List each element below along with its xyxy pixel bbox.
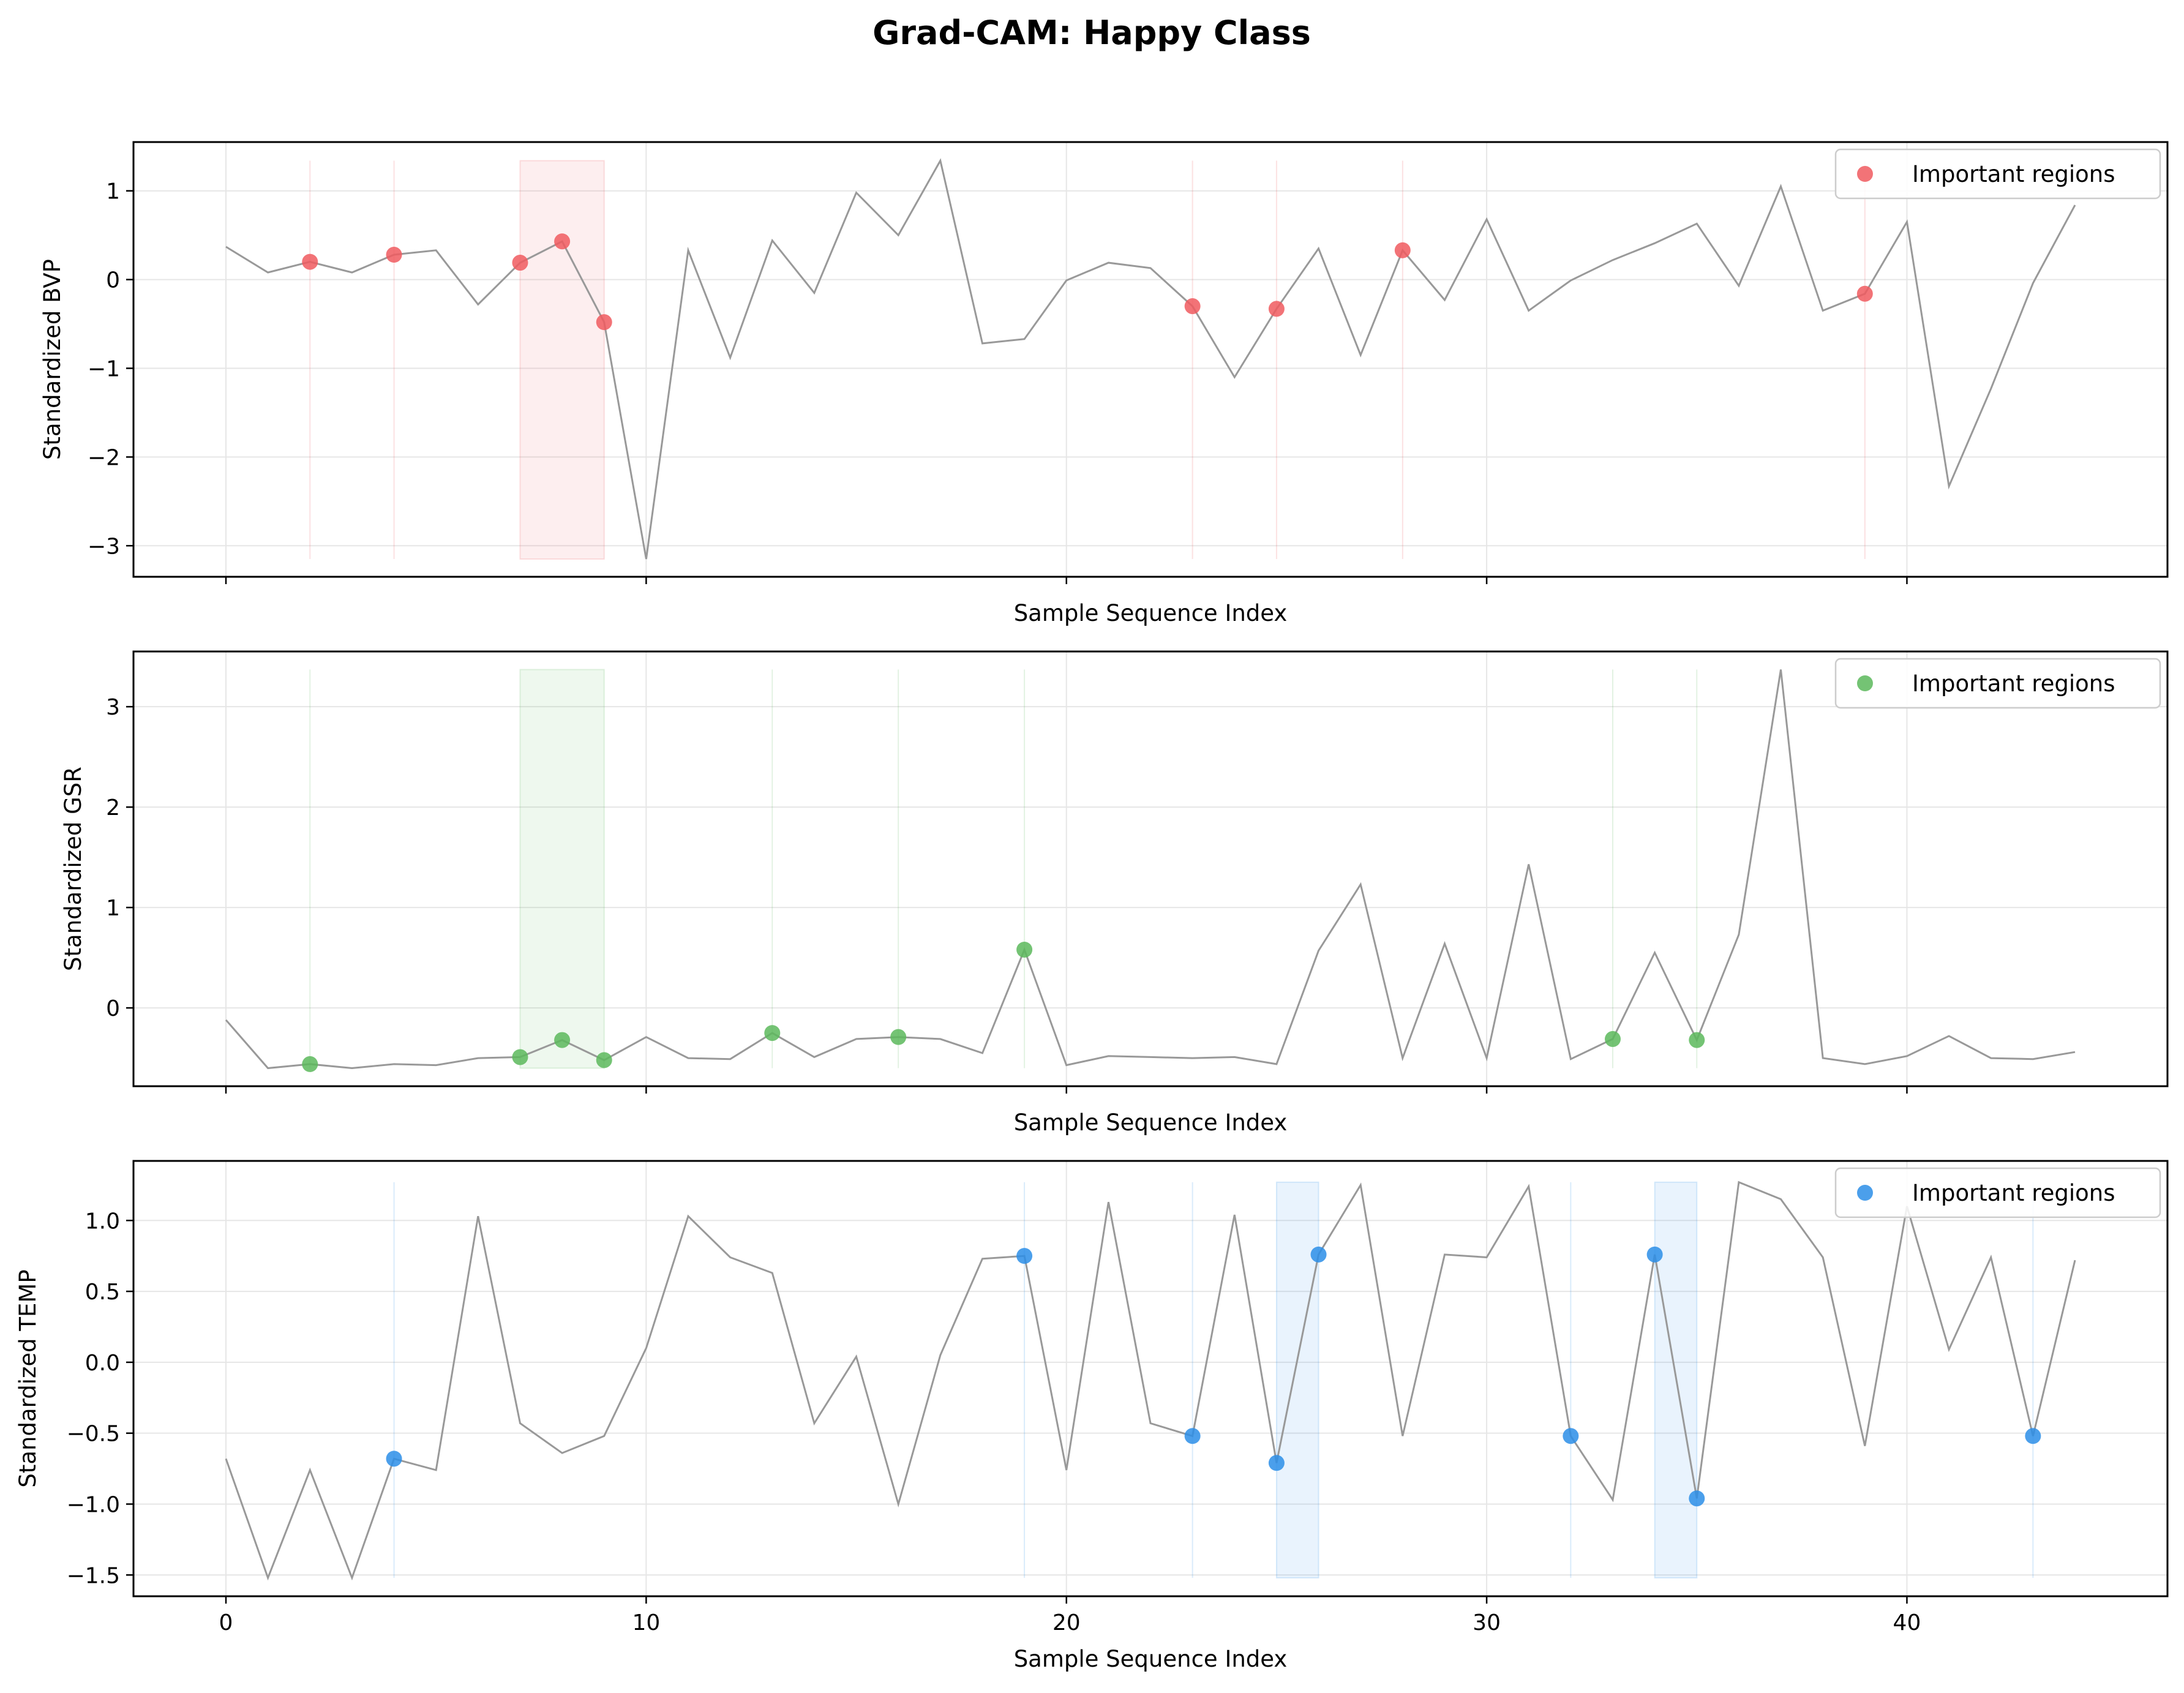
bvp-series-line <box>225 158 2076 560</box>
temp-important-point <box>1310 1246 1327 1263</box>
gsr-important-point <box>1605 1030 1621 1047</box>
gsr-important-point <box>1016 941 1033 958</box>
temp-xtick-label: 0 <box>219 1610 233 1635</box>
gsr-yaxis-label: Standardized GSR <box>60 767 86 971</box>
temp-xtick-label: 10 <box>632 1610 660 1635</box>
temp-ytick-label: 0.0 <box>85 1351 120 1376</box>
temp-ytick-label: 0.5 <box>85 1280 120 1305</box>
temp-series-line <box>225 1181 2076 1581</box>
temp-important-point <box>2025 1428 2041 1444</box>
temp-xtick-label: 40 <box>1893 1610 1921 1635</box>
gsr-panel: 0 1 2 3 Sample Sequence Index Standardized GS… <box>60 650 2169 1136</box>
bvp-legend-label: Important regions <box>1912 161 2115 187</box>
bvp-xaxis-label: Sample Sequence Index <box>1014 600 1288 626</box>
gsr-highlight-span <box>519 669 605 1069</box>
gsr-important-point <box>512 1049 528 1065</box>
temp-legend-label: Important regions <box>1912 1180 2115 1206</box>
bvp-important-point <box>554 233 571 250</box>
temp-important-point <box>1689 1490 1705 1507</box>
temp-important-point <box>1016 1248 1033 1264</box>
bvp-important-point <box>1856 285 1873 302</box>
bvp-important-point <box>1184 298 1201 315</box>
gsr-important-point <box>890 1029 907 1045</box>
bvp-yaxis-label: Standardized BVP <box>39 259 66 460</box>
temp-yaxis-label: Standardized TEMP <box>15 1269 41 1487</box>
temp-xaxis-label: Sample Sequence Index <box>1014 1646 1288 1672</box>
figure-title: Grad-CAM: Happy Class <box>872 13 1311 52</box>
gsr-ytick-label: 2 <box>106 795 120 820</box>
gsr-legend-box <box>1834 658 2161 709</box>
bvp-legend-marker <box>1857 166 1873 182</box>
gsr-legend-label: Important regions <box>1912 670 2115 697</box>
temp-axes-frame <box>132 1160 2169 1597</box>
temp-ytick-label: −1.0 <box>67 1492 120 1517</box>
temp-important-point <box>1646 1246 1663 1263</box>
bvp-important-point <box>512 255 528 271</box>
bvp-panel: −3 −2 −1 0 1 Sample Sequence Index Standardize… <box>39 141 2169 626</box>
gsr-important-point <box>1689 1032 1705 1048</box>
temp-ytick-label: −1.5 <box>67 1563 120 1588</box>
temp-ytick-label: 1.0 <box>85 1209 120 1234</box>
temp-important-point <box>386 1451 402 1467</box>
gsr-axes-frame <box>132 650 2169 1087</box>
gsr-xaxis-label: Sample Sequence Index <box>1014 1109 1288 1136</box>
bvp-ytick-label: −2 <box>88 445 120 470</box>
gsr-ytick-label: 1 <box>106 896 120 921</box>
temp-legend: Important regions <box>1834 1167 2161 1218</box>
gsr-important-point <box>764 1025 781 1042</box>
bvp-highlight-span <box>519 160 605 560</box>
bvp-ytick-label: 1 <box>106 179 120 205</box>
temp-important-point <box>1268 1455 1285 1471</box>
temp-xtick-label: 30 <box>1473 1610 1501 1635</box>
temp-highlight-span <box>1275 1181 1319 1579</box>
temp-legend-marker <box>1857 1185 1873 1201</box>
gsr-ytick-label: 3 <box>106 695 120 720</box>
gsr-ytick-label: 0 <box>106 996 120 1021</box>
gsr-important-point <box>302 1056 318 1072</box>
bvp-important-point <box>386 247 402 263</box>
bvp-important-point <box>302 253 318 270</box>
gsr-important-point <box>596 1052 612 1068</box>
gsr-legend-marker <box>1857 675 1873 691</box>
bvp-important-point <box>596 314 612 331</box>
temp-important-point <box>1563 1428 1579 1444</box>
temp-important-point <box>1184 1428 1201 1444</box>
bvp-axes-frame <box>132 141 2169 578</box>
gsr-legend: Important regions <box>1834 658 2161 709</box>
temp-xtick-label: 20 <box>1053 1610 1081 1635</box>
gsr-series-line <box>225 669 2076 1070</box>
temp-ytick-label: −0.5 <box>67 1422 120 1447</box>
bvp-important-point <box>1394 242 1411 258</box>
bvp-important-point <box>1268 301 1285 317</box>
gsr-important-point <box>554 1032 571 1048</box>
bvp-legend: Important regions <box>1834 148 2161 200</box>
bvp-ytick-label: 0 <box>106 268 120 293</box>
temp-legend-box <box>1834 1167 2161 1218</box>
bvp-ytick-label: −3 <box>88 534 120 559</box>
bvp-legend-box <box>1834 148 2161 200</box>
bvp-ytick-label: −1 <box>88 356 120 381</box>
panels: −3 −2 −1 0 1 Sample Sequence Index Standardize… <box>15 141 2169 1672</box>
temp-panel: 0 10 20 30 40 −1.5 −1.0 −0.5 0.0 0.5 1.0 Sample Seq… <box>15 1160 2169 1672</box>
